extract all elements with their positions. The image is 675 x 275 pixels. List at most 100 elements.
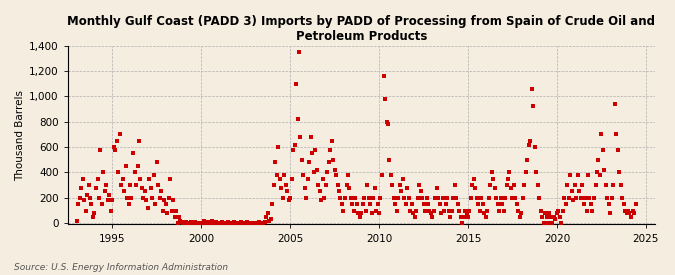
Point xyxy=(628,211,639,215)
Point xyxy=(481,215,491,219)
Point xyxy=(246,221,257,226)
Point xyxy=(73,202,84,206)
Point xyxy=(156,189,167,194)
Point xyxy=(298,173,309,177)
Text: Source: U.S. Energy Information Administration: Source: U.S. Energy Information Administ… xyxy=(14,263,227,272)
Point xyxy=(388,196,399,200)
Point xyxy=(513,208,524,213)
Point xyxy=(167,198,178,203)
Point xyxy=(583,173,593,177)
Point xyxy=(217,220,227,224)
Point xyxy=(617,196,628,200)
Point xyxy=(610,102,620,106)
Point xyxy=(446,208,457,213)
Point xyxy=(136,185,147,190)
Title: Monthly Gulf Coast (PADD 3) Imports by PADD of Processing from Spain of Crude Oi: Monthly Gulf Coast (PADD 3) Imports by P… xyxy=(68,15,655,43)
Point xyxy=(564,196,574,200)
Point xyxy=(243,221,254,226)
Point xyxy=(122,196,132,200)
Point xyxy=(381,120,392,124)
Point xyxy=(225,220,236,225)
Point xyxy=(547,221,558,226)
Point xyxy=(467,183,478,187)
Point xyxy=(124,202,134,206)
Point xyxy=(420,208,431,213)
Point xyxy=(190,220,200,224)
Point xyxy=(470,185,481,190)
Point xyxy=(295,135,306,139)
Point xyxy=(284,198,294,203)
Point xyxy=(367,211,377,215)
Point xyxy=(537,215,547,219)
Point xyxy=(431,185,442,190)
Point xyxy=(237,221,248,226)
Point xyxy=(621,211,632,215)
Point xyxy=(626,215,637,219)
Point xyxy=(276,185,287,190)
Point xyxy=(578,202,589,206)
Point xyxy=(197,221,208,226)
Point xyxy=(160,202,171,206)
Point xyxy=(107,198,117,203)
Point xyxy=(436,211,447,215)
Point xyxy=(255,221,266,226)
Point xyxy=(175,218,186,223)
Point xyxy=(153,183,163,187)
Point xyxy=(498,208,509,213)
Point xyxy=(331,173,342,177)
Point xyxy=(359,196,370,200)
Point xyxy=(285,196,296,200)
Point xyxy=(408,211,418,215)
Point xyxy=(116,183,127,187)
Point xyxy=(249,221,260,226)
Point xyxy=(535,208,546,213)
Point xyxy=(457,221,468,226)
Point xyxy=(451,196,462,200)
Point xyxy=(560,202,571,206)
Point xyxy=(117,177,128,181)
Point xyxy=(187,220,198,225)
Point xyxy=(508,183,519,187)
Point xyxy=(464,208,475,213)
Point xyxy=(144,177,155,181)
Point xyxy=(603,202,614,206)
Point xyxy=(559,196,570,200)
Point xyxy=(99,189,110,194)
Point xyxy=(279,173,290,177)
Point xyxy=(215,220,226,225)
Point xyxy=(482,208,493,213)
Point xyxy=(455,215,466,219)
Point xyxy=(439,208,450,213)
Point xyxy=(352,202,362,206)
Point xyxy=(79,198,90,203)
Point xyxy=(348,208,359,213)
Point xyxy=(135,177,146,181)
Point xyxy=(84,196,95,200)
Point xyxy=(550,217,561,222)
Point xyxy=(147,196,158,200)
Point xyxy=(211,220,221,224)
Point xyxy=(240,221,251,226)
Point xyxy=(526,87,537,91)
Point xyxy=(250,220,261,225)
Point xyxy=(333,189,344,194)
Point xyxy=(219,220,230,225)
Point xyxy=(571,196,582,200)
Point xyxy=(440,202,451,206)
Point xyxy=(199,218,210,223)
Point xyxy=(379,97,390,101)
Point xyxy=(89,211,100,215)
Point xyxy=(377,173,387,177)
Point xyxy=(452,202,463,206)
Point xyxy=(461,211,472,215)
Point xyxy=(531,170,541,175)
Point xyxy=(430,196,441,200)
Point xyxy=(589,196,599,200)
Point xyxy=(471,196,482,200)
Point xyxy=(103,198,113,203)
Point xyxy=(288,147,298,152)
Point xyxy=(259,220,270,224)
Point xyxy=(192,220,202,225)
Point xyxy=(596,132,607,137)
Point xyxy=(182,220,193,225)
